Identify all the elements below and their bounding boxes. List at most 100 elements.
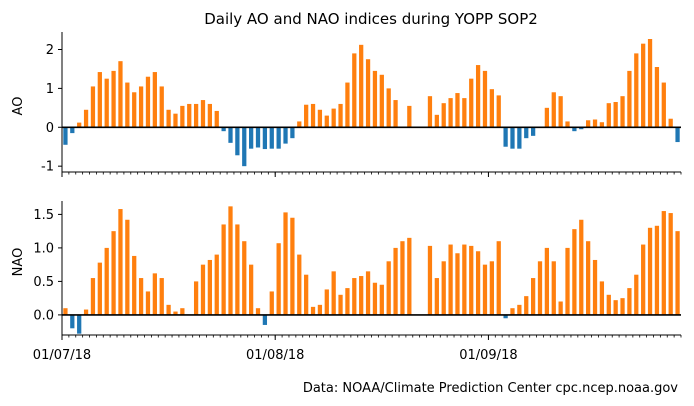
bar-ao-27	[249, 127, 254, 149]
bar-nao-11	[138, 278, 144, 315]
bar-ao-37	[317, 109, 323, 128]
ao-axes: -1 0 1 2	[41, 32, 682, 177]
bar-nao-72	[558, 301, 563, 315]
bar-ao-7	[111, 70, 116, 128]
bar-nao-29	[262, 314, 268, 325]
bar-ao-78	[599, 122, 605, 128]
bar-nao-56	[448, 244, 453, 315]
bar-ao-80	[613, 102, 618, 128]
y-tick-label: 1.5	[33, 208, 54, 223]
bar-nao-28	[255, 308, 261, 315]
bar-ao-50	[407, 105, 412, 128]
x-tick-label: 01/09/18	[459, 348, 517, 363]
bar-nao-22	[214, 254, 219, 315]
bar-nao-64	[503, 314, 508, 319]
bar-ao-35	[304, 104, 309, 128]
bar-ao-86	[654, 67, 660, 128]
bar-ao-15	[166, 109, 171, 128]
bar-nao-13	[152, 273, 157, 315]
bar-nao-30	[269, 291, 274, 315]
bar-nao-47	[386, 261, 391, 315]
bar-nao-61	[482, 264, 488, 315]
bar-nao-54	[434, 278, 439, 315]
bar-nao-16	[173, 311, 178, 315]
bar-ao-72	[558, 96, 563, 128]
bar-ao-44	[365, 59, 371, 128]
bar-ao-41	[345, 82, 350, 128]
bar-ao-6	[104, 78, 109, 128]
bar-ao-38	[324, 115, 329, 128]
bar-nao-43	[359, 276, 364, 315]
ao-ylabel: AO	[11, 97, 26, 116]
bar-nao-71	[551, 261, 556, 315]
bar-ao-88	[668, 118, 673, 128]
bar-ao-62	[489, 89, 494, 128]
bar-nao-62	[489, 261, 494, 315]
bar-nao-35	[304, 274, 309, 315]
bar-ao-40	[338, 103, 343, 128]
bar-nao-84	[641, 244, 646, 315]
y-tick-label: 0.0	[33, 308, 54, 323]
bar-nao-10	[132, 255, 137, 315]
bar-nao-89	[675, 231, 680, 315]
bar-ao-12	[145, 76, 151, 128]
y-tick-label: 1.0	[33, 241, 54, 256]
bar-nao-79	[606, 294, 611, 315]
bar-nao-73	[565, 247, 570, 315]
bar-ao-18	[187, 103, 192, 128]
bar-nao-21	[207, 259, 212, 315]
y-tick-label: 0	[46, 121, 54, 136]
bar-ao-17	[180, 105, 185, 128]
bar-nao-63	[496, 241, 501, 315]
bar-ao-24	[228, 127, 233, 143]
bar-ao-89	[675, 127, 680, 143]
nao-ylabel: NAO	[11, 248, 26, 277]
bar-ao-85	[647, 39, 653, 128]
bar-nao-76	[586, 241, 591, 315]
bar-nao-3	[83, 309, 89, 315]
bar-ao-54	[434, 114, 439, 128]
bar-nao-8	[118, 209, 123, 315]
bar-ao-33	[290, 127, 295, 139]
y-tick-label: 1	[46, 82, 54, 97]
bar-ao-59	[469, 78, 474, 128]
bar-ao-70	[544, 107, 550, 128]
bar-nao-9	[125, 219, 130, 315]
bar-ao-66	[517, 127, 522, 149]
bar-ao-84	[641, 43, 646, 128]
bar-nao-17	[180, 308, 185, 315]
bar-nao-77	[592, 259, 598, 315]
bar-ao-39	[331, 108, 336, 128]
bar-nao-15	[166, 304, 171, 315]
bar-nao-2	[77, 314, 82, 334]
bar-ao-79	[606, 103, 611, 128]
bar-ao-63	[496, 95, 501, 128]
bar-ao-4	[90, 86, 96, 128]
bar-ao-56	[448, 98, 453, 128]
bar-nao-49	[400, 241, 405, 315]
ao-bars	[63, 39, 680, 167]
bar-nao-34	[297, 254, 302, 315]
bar-nao-4	[90, 278, 96, 315]
bar-ao-74	[572, 127, 577, 132]
bar-ao-13	[152, 72, 157, 128]
ao-panel: -1 0 1 2 AO	[11, 32, 682, 177]
bar-nao-50	[407, 237, 412, 315]
bar-nao-58	[462, 244, 467, 315]
bar-ao-25	[235, 127, 240, 156]
bar-ao-19	[193, 103, 199, 128]
bar-nao-37	[317, 304, 323, 315]
bar-nao-57	[455, 253, 460, 315]
y-tick-label: 2	[46, 43, 54, 58]
bar-nao-59	[469, 245, 474, 315]
bar-nao-23	[221, 224, 226, 315]
bar-nao-7	[111, 231, 116, 315]
bar-nao-42	[352, 278, 357, 315]
bar-ao-53	[427, 96, 433, 128]
bar-ao-21	[207, 103, 212, 128]
bar-nao-0	[63, 308, 68, 315]
bar-nao-65	[510, 308, 515, 315]
bar-ao-2	[77, 122, 82, 128]
bar-nao-38	[324, 289, 329, 315]
bar-ao-64	[503, 127, 508, 147]
